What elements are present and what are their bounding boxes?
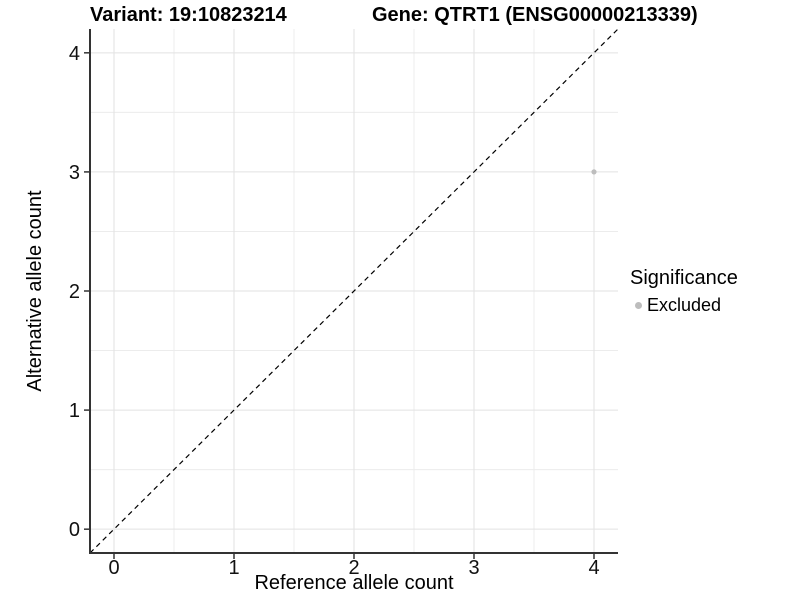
data-point xyxy=(591,169,597,175)
x-tick-label: 2 xyxy=(348,557,359,579)
x-tick-label: 3 xyxy=(468,557,479,579)
y-tick-label: 3 xyxy=(69,162,80,184)
legend-entry: Excluded xyxy=(630,295,738,316)
legend-title: Significance xyxy=(630,267,738,289)
identity-line xyxy=(89,28,619,554)
y-tick-label: 0 xyxy=(69,519,80,541)
legend-point-icon xyxy=(635,302,642,309)
x-tick-label: 1 xyxy=(228,557,239,579)
x-tick-label: 4 xyxy=(588,557,599,579)
legend-entry-label: Excluded xyxy=(647,295,722,315)
x-tick-label: 0 xyxy=(108,557,119,579)
plot-title-variant: Variant: 19:10823214 xyxy=(90,4,287,26)
plot-title-gene: Gene: QTRT1 (ENSG00000213339) xyxy=(372,4,698,26)
y-tick-label: 4 xyxy=(69,43,80,65)
y-tick-label: 2 xyxy=(69,281,80,303)
y-tick-label: 1 xyxy=(69,400,80,422)
legend: Significance Excluded xyxy=(630,267,738,316)
y-axis-title: Alternative allele count xyxy=(24,190,46,392)
x-axis-title: Reference allele count xyxy=(254,572,454,594)
